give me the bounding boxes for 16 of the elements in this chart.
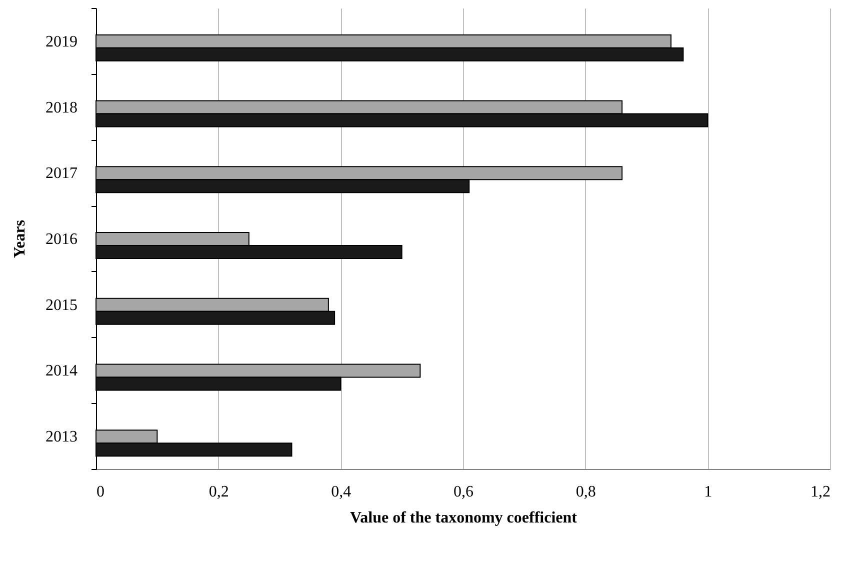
- y-tick-label: 2018: [46, 99, 78, 116]
- y-tick-label: 2015: [46, 296, 78, 314]
- x-tick-label: 1: [704, 484, 712, 500]
- x-tick-label: 0,8: [576, 484, 596, 500]
- y-axis-title: Years: [12, 220, 28, 258]
- y-tick-label: 2017: [46, 165, 78, 182]
- x-tick-label: 0: [96, 484, 104, 500]
- x-tick-label: 0,2: [208, 484, 229, 500]
- y-tick-label: 2013: [46, 428, 78, 446]
- x-tick-label: 1,2: [810, 484, 830, 500]
- y-tick-label: 2016: [46, 231, 78, 248]
- x-tick-label: 0,4: [331, 484, 352, 500]
- y-tick-label: 2019: [46, 33, 78, 50]
- y-tick-label: 2014: [46, 362, 78, 380]
- x-tick-label: 0,6: [454, 484, 474, 500]
- x-axis-title: Value of the taxonomy coefficient: [350, 510, 578, 526]
